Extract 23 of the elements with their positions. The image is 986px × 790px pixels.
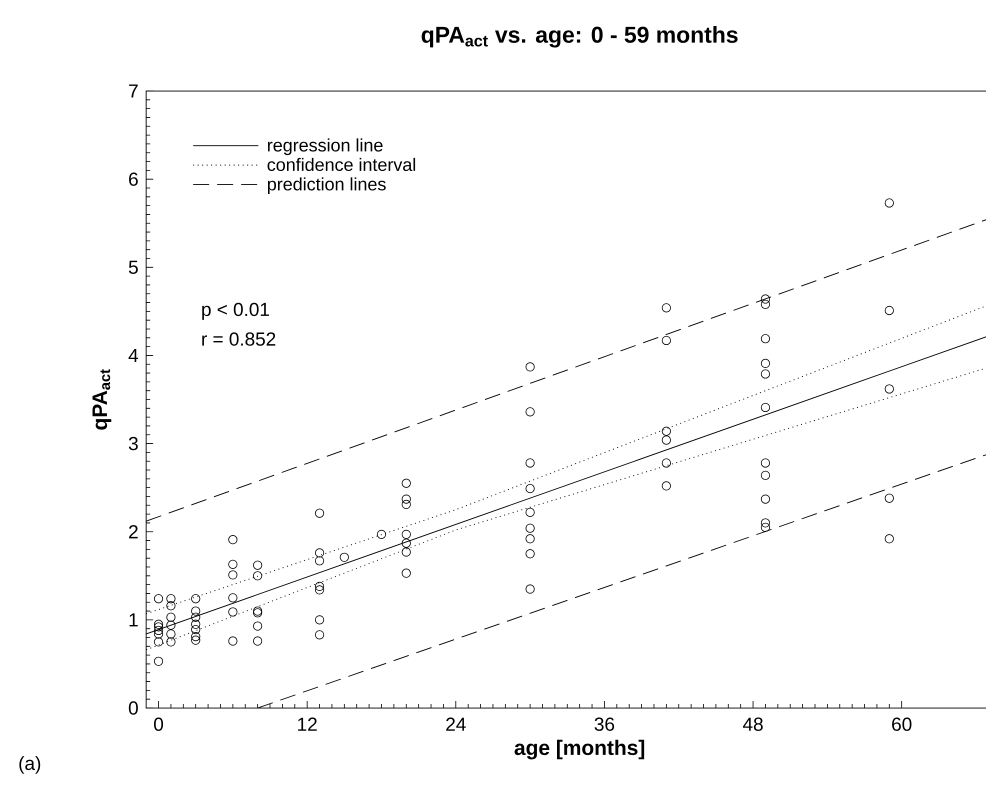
legend-label: prediction lines	[268, 177, 386, 194]
y-axis-title: qPA$_{act}$	[92, 369, 112, 430]
x-tick-label: 12	[298, 718, 317, 731]
annotation: p < 0.01	[202, 302, 269, 320]
y-tick-label: 6	[129, 172, 138, 186]
y-tick-label: 2	[129, 525, 138, 538]
y-tick-label: 0	[128, 701, 138, 715]
y-tick-label: 3	[128, 436, 138, 450]
legend-label: confidence interval	[268, 158, 416, 172]
annotation: r = 0.852	[202, 332, 276, 346]
y-tick-label: 4	[128, 348, 138, 362]
x-tick-label: 0	[154, 718, 164, 731]
y-tick-label: 5	[128, 260, 138, 274]
legend-label: regression line	[268, 138, 383, 156]
chart-title: qPA$_{act}$ vs. age: 0 - 59 months	[422, 26, 738, 48]
x-tick-label: 24	[446, 718, 466, 731]
x-tick-label: 48	[742, 718, 763, 731]
text: (a)	[19, 756, 40, 774]
x-tick-label: 36	[594, 718, 614, 731]
y-tick-label: 7	[129, 84, 138, 98]
y-tick-label: 1	[130, 613, 138, 626]
x-axis-title: age [months]	[514, 740, 644, 760]
x-tick-label: 60	[892, 718, 912, 731]
